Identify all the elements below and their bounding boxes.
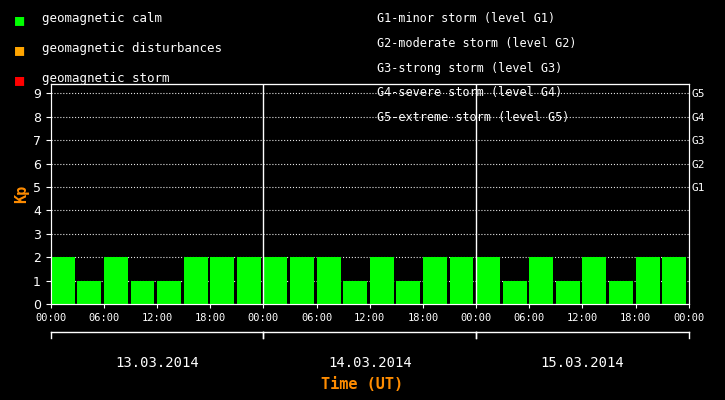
Text: ■: ■ bbox=[14, 72, 24, 87]
Text: Time (UT): Time (UT) bbox=[321, 377, 404, 392]
Text: 13.03.2014: 13.03.2014 bbox=[115, 356, 199, 370]
Bar bbox=[423, 257, 447, 304]
Bar bbox=[78, 280, 102, 304]
Bar bbox=[130, 280, 154, 304]
Bar bbox=[476, 257, 500, 304]
Text: G2-moderate storm (level G2): G2-moderate storm (level G2) bbox=[377, 37, 576, 50]
Text: geomagnetic disturbances: geomagnetic disturbances bbox=[42, 42, 222, 55]
Text: G5-extreme storm (level G5): G5-extreme storm (level G5) bbox=[377, 111, 569, 124]
Text: ■: ■ bbox=[14, 42, 24, 57]
Text: G1-minor storm (level G1): G1-minor storm (level G1) bbox=[377, 12, 555, 25]
Bar bbox=[529, 257, 553, 304]
Bar bbox=[183, 257, 207, 304]
Text: geomagnetic storm: geomagnetic storm bbox=[42, 72, 170, 85]
Bar bbox=[290, 257, 314, 304]
Bar bbox=[662, 257, 686, 304]
Bar bbox=[51, 257, 75, 304]
Text: 14.03.2014: 14.03.2014 bbox=[328, 356, 412, 370]
Text: 15.03.2014: 15.03.2014 bbox=[541, 356, 624, 370]
Bar bbox=[263, 257, 287, 304]
Bar bbox=[343, 280, 367, 304]
Bar bbox=[157, 280, 181, 304]
Bar bbox=[636, 257, 660, 304]
Bar bbox=[237, 257, 261, 304]
Y-axis label: Kp: Kp bbox=[14, 185, 29, 203]
Bar bbox=[502, 280, 526, 304]
Text: geomagnetic calm: geomagnetic calm bbox=[42, 12, 162, 25]
Bar bbox=[210, 257, 234, 304]
Bar bbox=[104, 257, 128, 304]
Bar bbox=[609, 280, 633, 304]
Text: ■: ■ bbox=[14, 12, 24, 27]
Bar bbox=[397, 280, 420, 304]
Bar bbox=[582, 257, 606, 304]
Bar bbox=[556, 280, 580, 304]
Text: G3-strong storm (level G3): G3-strong storm (level G3) bbox=[377, 62, 563, 74]
Text: G4-severe storm (level G4): G4-severe storm (level G4) bbox=[377, 86, 563, 99]
Bar bbox=[370, 257, 394, 304]
Bar bbox=[317, 257, 341, 304]
Bar bbox=[450, 257, 473, 304]
